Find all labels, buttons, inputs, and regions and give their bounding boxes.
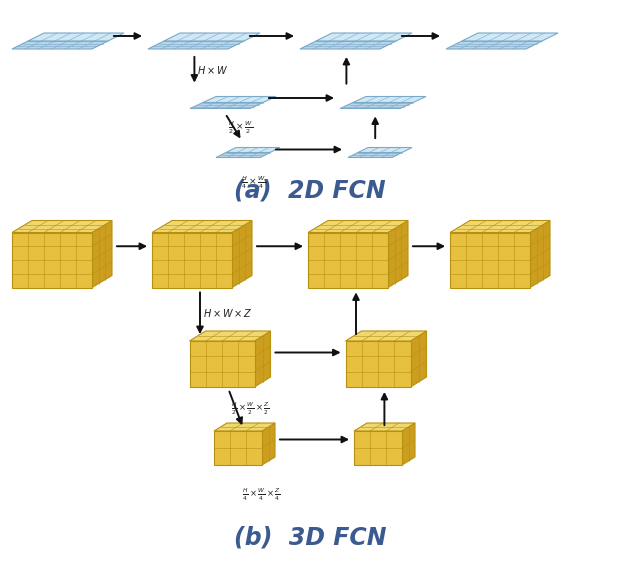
Polygon shape <box>152 220 252 232</box>
Text: $H \times W$: $H \times W$ <box>197 64 228 76</box>
Polygon shape <box>530 220 550 288</box>
Polygon shape <box>345 331 426 341</box>
Text: $\frac{H}{2} \times \frac{W}{2} \times \frac{Z}{2}$: $\frac{H}{2} \times \frac{W}{2} \times \… <box>232 401 271 417</box>
Polygon shape <box>226 148 280 152</box>
Polygon shape <box>348 152 402 158</box>
Polygon shape <box>148 41 244 49</box>
Text: $H \times W \times Z$: $H \times W \times Z$ <box>203 308 253 319</box>
Polygon shape <box>164 33 260 41</box>
Polygon shape <box>316 33 412 41</box>
Polygon shape <box>402 423 415 465</box>
Text: (a)  2D FCN: (a) 2D FCN <box>234 178 386 202</box>
Polygon shape <box>190 102 263 109</box>
Polygon shape <box>254 331 271 387</box>
Polygon shape <box>353 96 426 102</box>
Polygon shape <box>12 220 112 232</box>
Text: (b)  3D FCN: (b) 3D FCN <box>234 526 386 550</box>
Polygon shape <box>345 341 410 387</box>
Polygon shape <box>12 232 92 288</box>
Text: $\frac{H}{2} \times \frac{W}{2}$: $\frac{H}{2} \times \frac{W}{2}$ <box>228 119 254 136</box>
Polygon shape <box>189 331 271 341</box>
Polygon shape <box>262 423 275 465</box>
Polygon shape <box>410 331 426 387</box>
Polygon shape <box>308 220 408 232</box>
Polygon shape <box>450 220 550 232</box>
Polygon shape <box>358 148 412 152</box>
Polygon shape <box>388 220 408 288</box>
Polygon shape <box>354 423 415 431</box>
Polygon shape <box>152 232 232 288</box>
Text: $\frac{H}{4} \times \frac{W}{4}$: $\frac{H}{4} \times \frac{W}{4}$ <box>241 174 266 191</box>
Polygon shape <box>214 423 275 431</box>
Polygon shape <box>300 41 396 49</box>
Polygon shape <box>354 431 402 465</box>
Polygon shape <box>214 431 262 465</box>
Polygon shape <box>308 232 388 288</box>
Polygon shape <box>216 152 270 158</box>
Polygon shape <box>28 33 124 41</box>
Polygon shape <box>203 96 276 102</box>
Polygon shape <box>232 220 252 288</box>
Polygon shape <box>92 220 112 288</box>
Polygon shape <box>189 341 254 387</box>
Polygon shape <box>12 41 108 49</box>
Polygon shape <box>450 232 530 288</box>
Polygon shape <box>340 102 413 109</box>
Polygon shape <box>446 41 542 49</box>
Text: $\frac{H}{4} \times \frac{W}{4} \times \frac{Z}{4}$: $\frac{H}{4} \times \frac{W}{4} \times \… <box>242 487 281 503</box>
Polygon shape <box>462 33 558 41</box>
